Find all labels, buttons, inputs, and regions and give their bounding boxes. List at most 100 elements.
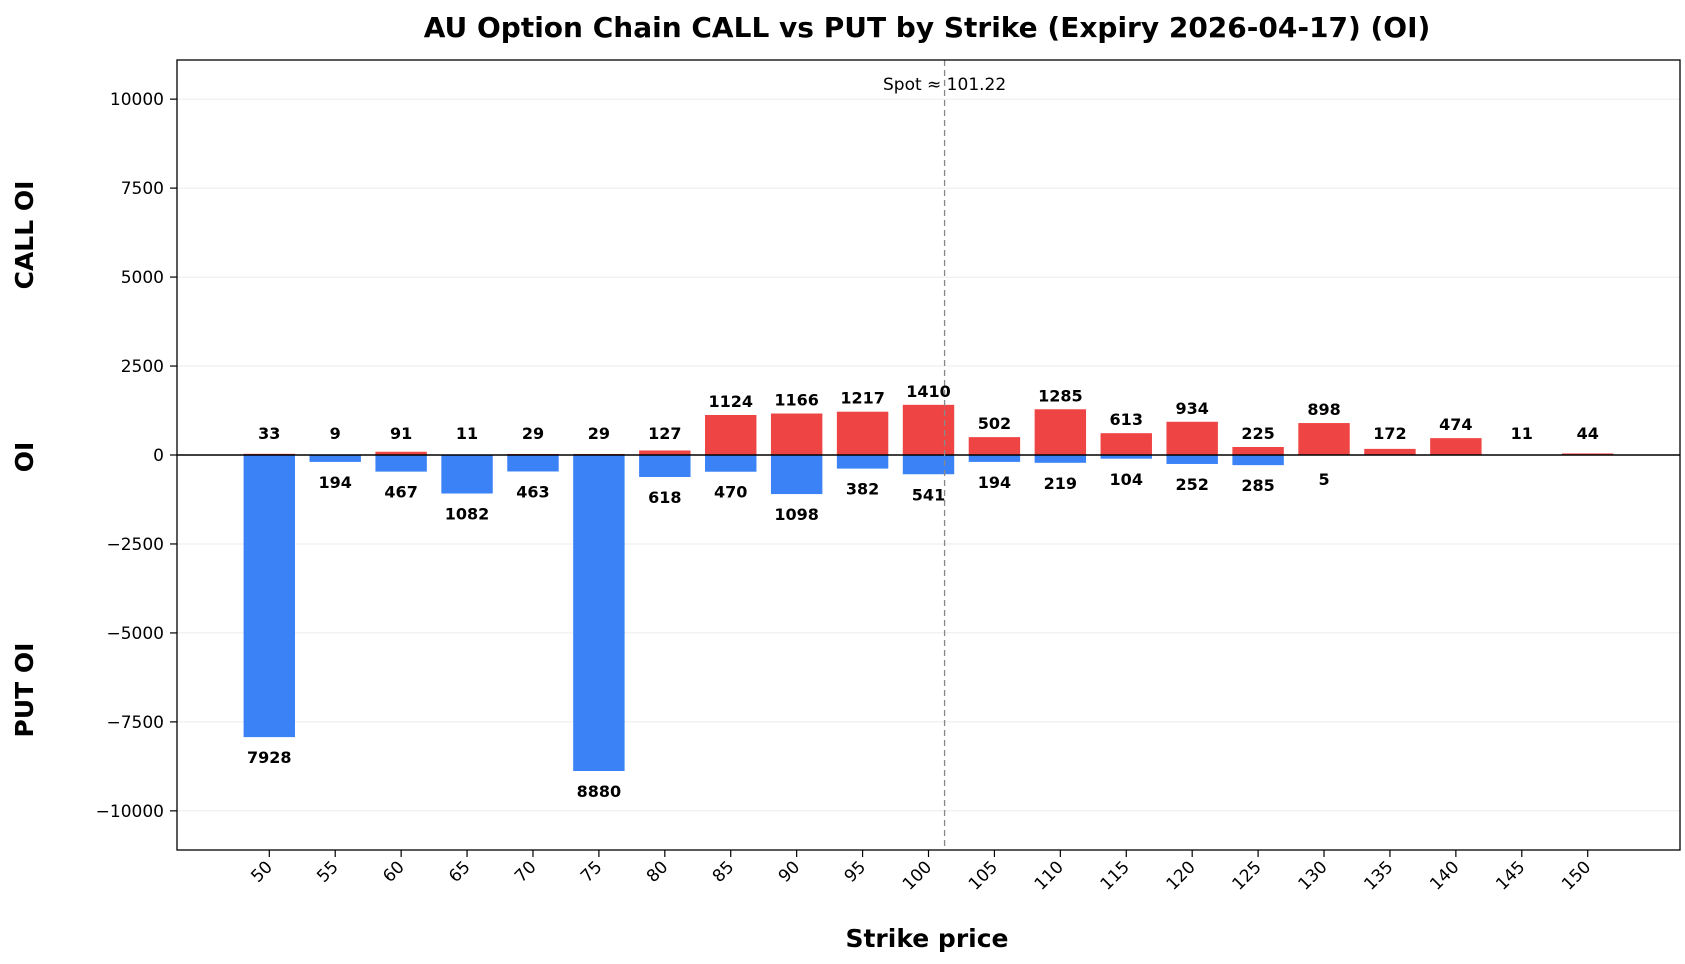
x-tick-label: 140 bbox=[1426, 857, 1463, 894]
put-bar bbox=[902, 455, 955, 475]
call-bar bbox=[968, 437, 1021, 455]
x-tick-label: 130 bbox=[1294, 857, 1331, 894]
put-value-label: 5 bbox=[1318, 470, 1329, 489]
y-tick-label: −10000 bbox=[96, 802, 164, 822]
put-value-label: 7928 bbox=[247, 748, 292, 767]
x-tick-label: 85 bbox=[709, 857, 738, 886]
x-tick-label: 120 bbox=[1163, 857, 1200, 894]
y-tick-label: −5000 bbox=[106, 624, 164, 644]
call-bar bbox=[770, 413, 823, 455]
put-value-label: 470 bbox=[714, 483, 747, 502]
spot-annotation: Spot ≈ 101.22 bbox=[883, 75, 1006, 95]
call-value-label: 934 bbox=[1175, 399, 1208, 418]
call-value-label: 11 bbox=[1511, 424, 1533, 443]
x-tick-label: 80 bbox=[643, 857, 672, 886]
call-value-label: 225 bbox=[1241, 424, 1274, 443]
put-value-label: 219 bbox=[1044, 474, 1077, 493]
x-tick-label: 125 bbox=[1229, 857, 1266, 894]
x-tick-label: 110 bbox=[1031, 857, 1068, 894]
put-bar bbox=[836, 455, 889, 469]
x-tick-label: 115 bbox=[1097, 857, 1134, 894]
y-axis-label: OI bbox=[10, 442, 39, 473]
call-bar bbox=[1430, 438, 1482, 455]
put-value-label: 541 bbox=[912, 485, 945, 504]
y-axis-label-put: PUT OI bbox=[10, 643, 39, 738]
put-bar bbox=[309, 455, 361, 462]
call-bar bbox=[836, 411, 889, 455]
x-tick-label: 135 bbox=[1360, 857, 1397, 894]
call-value-label: 613 bbox=[1110, 410, 1143, 429]
put-bar bbox=[1034, 455, 1087, 463]
x-tick-label: 65 bbox=[445, 857, 474, 886]
x-tick-label: 75 bbox=[577, 857, 606, 886]
call-value-label: 474 bbox=[1439, 415, 1472, 434]
put-value-label: 104 bbox=[1110, 470, 1143, 489]
call-bar bbox=[1100, 433, 1152, 455]
call-value-label: 9 bbox=[330, 424, 341, 443]
y-tick-label: −2500 bbox=[106, 535, 164, 555]
call-value-label: 172 bbox=[1373, 424, 1406, 443]
x-tick-label: 90 bbox=[775, 857, 804, 886]
call-bar bbox=[902, 404, 955, 455]
y-axis-label-call: CALL OI bbox=[10, 181, 39, 290]
put-bar bbox=[375, 455, 427, 472]
bars bbox=[177, 60, 1680, 850]
put-bar bbox=[639, 455, 691, 477]
call-bar bbox=[375, 451, 427, 455]
call-bar bbox=[705, 415, 757, 455]
put-bar bbox=[441, 455, 493, 494]
put-bar bbox=[770, 455, 823, 495]
put-bar bbox=[573, 455, 625, 771]
put-value-label: 1098 bbox=[774, 505, 819, 524]
put-value-label: 467 bbox=[384, 483, 417, 502]
call-value-label: 33 bbox=[258, 424, 280, 443]
call-value-label: 29 bbox=[522, 424, 544, 443]
x-tick-label: 95 bbox=[841, 857, 870, 886]
x-tick-label: 145 bbox=[1492, 857, 1529, 894]
call-value-label: 11 bbox=[456, 424, 478, 443]
x-tick-label: 100 bbox=[899, 857, 936, 894]
x-axis-label: Strike price bbox=[845, 924, 1008, 953]
call-bar bbox=[1232, 446, 1284, 455]
y-tick-label: 7500 bbox=[121, 179, 164, 199]
put-value-label: 463 bbox=[516, 482, 549, 501]
y-tick-label: 10000 bbox=[110, 90, 164, 110]
call-bar bbox=[639, 450, 691, 455]
x-tick-label: 55 bbox=[313, 857, 342, 886]
put-bar bbox=[1166, 455, 1218, 464]
put-value-label: 1082 bbox=[445, 505, 490, 524]
call-value-label: 898 bbox=[1307, 400, 1340, 419]
call-bar bbox=[1364, 448, 1416, 455]
put-value-label: 252 bbox=[1175, 475, 1208, 494]
call-value-label: 29 bbox=[588, 424, 610, 443]
put-value-label: 8880 bbox=[577, 782, 622, 801]
x-tick-label: 70 bbox=[511, 857, 540, 886]
x-tick-label: 50 bbox=[247, 857, 276, 886]
put-bar bbox=[243, 455, 295, 738]
put-bar bbox=[507, 455, 559, 472]
call-value-label: 1124 bbox=[708, 392, 753, 411]
y-tick-label: −7500 bbox=[106, 713, 164, 733]
put-value-label: 382 bbox=[846, 480, 879, 499]
call-value-label: 91 bbox=[390, 424, 412, 443]
call-value-label: 1410 bbox=[906, 382, 951, 401]
put-bar bbox=[1232, 455, 1284, 466]
put-bar bbox=[1100, 455, 1152, 459]
put-value-label: 618 bbox=[648, 488, 681, 507]
call-value-label: 44 bbox=[1577, 424, 1599, 443]
call-bar bbox=[1298, 423, 1350, 455]
put-bar bbox=[705, 455, 757, 472]
call-bar bbox=[1034, 409, 1087, 455]
put-bar bbox=[968, 455, 1021, 462]
y-tick-label: 0 bbox=[153, 446, 164, 466]
call-value-label: 1285 bbox=[1038, 386, 1083, 405]
y-tick-label: 5000 bbox=[121, 268, 164, 288]
call-value-label: 502 bbox=[978, 414, 1011, 433]
call-value-label: 1166 bbox=[774, 391, 819, 410]
x-tick-label: 150 bbox=[1558, 857, 1595, 894]
plot-frame bbox=[176, 59, 1681, 851]
x-tick-label: 60 bbox=[379, 857, 408, 886]
x-tick-label: 105 bbox=[965, 857, 1002, 894]
call-value-label: 1217 bbox=[840, 389, 885, 408]
